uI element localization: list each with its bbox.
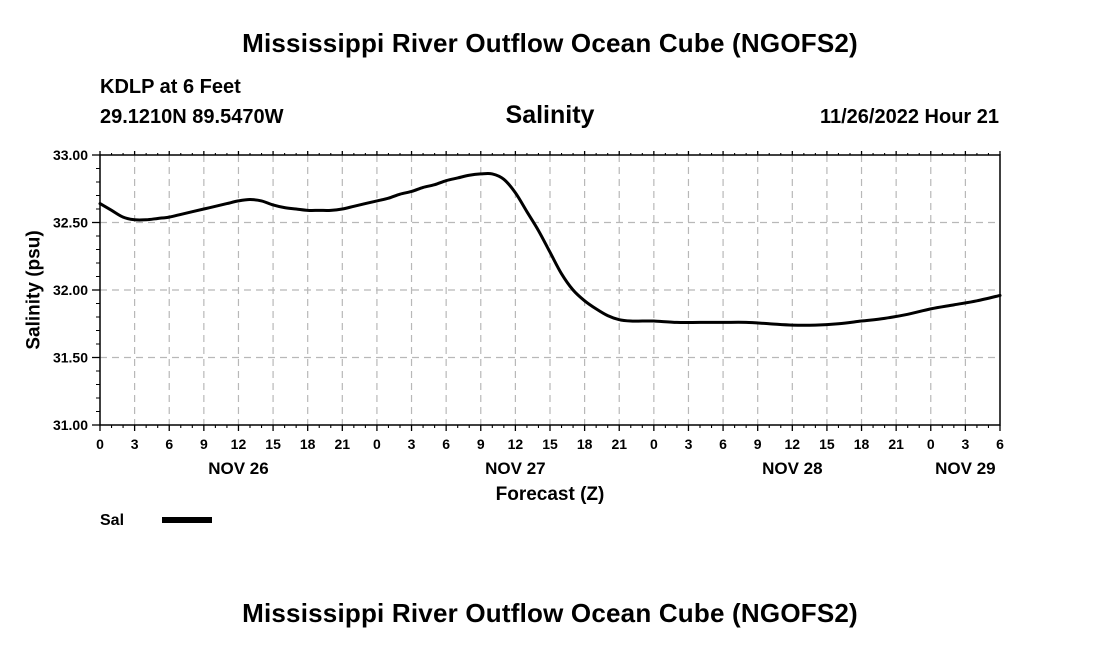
x-tick-label: 0	[96, 436, 104, 452]
x-tick-label: 18	[577, 436, 593, 452]
x-tick-label: 6	[165, 436, 173, 452]
x-tick-label: 6	[996, 436, 1004, 452]
legend-label-sal: Sal	[100, 512, 124, 529]
figure-title-bottom: Mississippi River Outflow Ocean Cube (NG…	[242, 598, 858, 628]
forecast-timestamp: 11/26/2022 Hour 21	[819, 106, 999, 128]
salinity-series-line	[98, 171, 1002, 327]
axis-ticks	[92, 151, 1001, 431]
y-tick-label: 31.00	[53, 417, 88, 433]
x-tick-label: 12	[508, 436, 524, 452]
grid-lines	[100, 155, 1000, 425]
x-tick-label: 0	[927, 436, 935, 452]
x-tick-labels: 0 3 6 9 12 15 18 21 0 3 6 9 12 15 18 21 0 3 6 9 12 15 18 21 0 3 6	[96, 436, 1004, 452]
x-tick-label: 3	[131, 436, 139, 452]
minor-ticks	[96, 153, 990, 428]
x-tick-label: 15	[265, 436, 281, 452]
y-tick-label: 33.00	[53, 147, 88, 163]
x-tick-label: 18	[854, 436, 870, 452]
x-tick-label: 15	[542, 436, 558, 452]
day-label: NOV 29	[935, 459, 995, 478]
figure-title-top: Mississippi River Outflow Ocean Cube (NG…	[242, 28, 858, 58]
coordinates-label: 29.1210N 89.5470W	[100, 106, 284, 128]
y-axis-title: Salinity (psu)	[24, 230, 45, 349]
x-tick-label: 3	[408, 436, 416, 452]
y-tick-label: 31.50	[53, 350, 88, 366]
day-label: NOV 28	[762, 459, 822, 478]
station-label: KDLP at 6 Feet	[100, 76, 241, 98]
x-tick-label: 18	[300, 436, 316, 452]
x-tick-label: 12	[785, 436, 801, 452]
x-tick-label: 21	[335, 436, 351, 452]
x-tick-label: 9	[200, 436, 208, 452]
x-axis-title: Forecast (Z)	[496, 484, 605, 505]
y-tick-label: 32.00	[53, 282, 88, 298]
day-labels: NOV 26 NOV 27 NOV 28 NOV 29	[208, 459, 995, 478]
x-tick-label: 15	[819, 436, 835, 452]
x-tick-label: 6	[442, 436, 450, 452]
x-tick-label: 0	[650, 436, 658, 452]
y-tick-labels: 31.00 31.50 32.00 32.50 33.00	[53, 147, 88, 433]
x-tick-label: 21	[611, 436, 627, 452]
chart-title: Salinity	[505, 101, 595, 129]
x-tick-label: 6	[719, 436, 727, 452]
x-tick-label: 9	[477, 436, 485, 452]
x-tick-label: 9	[754, 436, 762, 452]
day-label: NOV 27	[485, 459, 545, 478]
x-tick-label: 0	[373, 436, 381, 452]
x-tick-label: 12	[231, 436, 247, 452]
x-tick-label: 3	[961, 436, 969, 452]
y-tick-label: 32.50	[53, 215, 88, 231]
legend: Sal	[100, 512, 212, 529]
x-tick-label: 21	[888, 436, 904, 452]
x-tick-label: 3	[685, 436, 693, 452]
day-label: NOV 26	[208, 459, 268, 478]
